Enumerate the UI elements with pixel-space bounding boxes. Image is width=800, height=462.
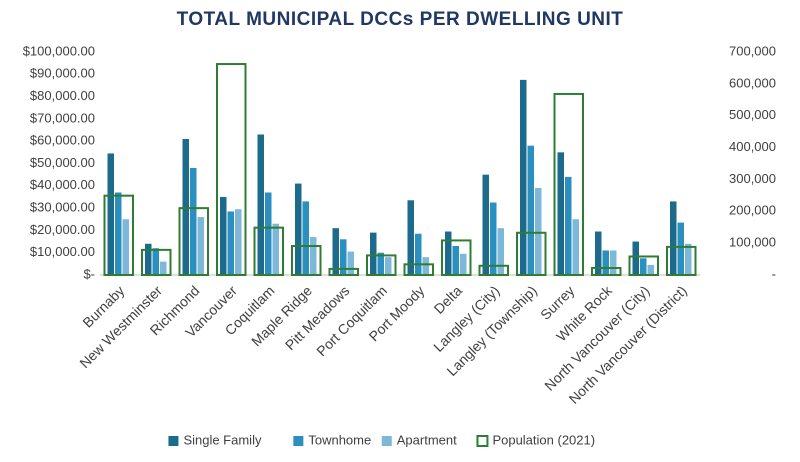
- bar: [115, 192, 122, 275]
- bar: [557, 152, 564, 275]
- population-bar: [366, 254, 397, 276]
- population-bar: [628, 255, 659, 276]
- y2-tick-label: 400,000: [729, 139, 776, 154]
- bar: [482, 174, 489, 275]
- bar: [265, 192, 272, 275]
- bar: [182, 138, 189, 275]
- bar: [595, 231, 602, 275]
- x-tick-label: Delta: [431, 282, 466, 317]
- y-tick-label: $30,000.00: [30, 200, 95, 215]
- bar: [272, 223, 279, 275]
- y-tick-label: $100,000.00: [23, 43, 95, 58]
- bar: [415, 233, 422, 275]
- chart-title: TOTAL MUNICIPAL DCCs PER DWELLING UNIT: [177, 9, 624, 30]
- population-bar: [253, 226, 284, 276]
- bar: [677, 222, 684, 275]
- bar: [197, 217, 204, 275]
- population-bar: [478, 264, 509, 276]
- y2-tick-label: 100,000: [729, 235, 776, 250]
- legend-swatch: [168, 436, 179, 446]
- bar: [332, 228, 339, 275]
- population-bar: [553, 92, 584, 276]
- y2-tick-label: 300,000: [729, 171, 776, 186]
- population-bar: [591, 267, 622, 276]
- bar: [160, 261, 167, 275]
- bar: [445, 231, 452, 275]
- y2-tick-label: 600,000: [729, 75, 776, 90]
- population-bar: [516, 231, 547, 277]
- bar: [602, 250, 609, 275]
- y-tick-label: $60,000.00: [30, 133, 95, 148]
- bar: [347, 251, 354, 275]
- legend-label: Townhome: [308, 432, 371, 447]
- bar: [520, 79, 527, 275]
- bar: [227, 211, 234, 275]
- population-bar: [291, 245, 322, 276]
- y-tick-label: $-: [83, 266, 95, 281]
- y-tick-label: $20,000.00: [30, 222, 95, 237]
- population-bar: [216, 63, 247, 276]
- y-tick-label: $40,000.00: [30, 177, 95, 192]
- y2-tick-label: -: [772, 266, 776, 281]
- bar: [107, 153, 114, 275]
- bar: [295, 183, 302, 275]
- bar: [310, 237, 317, 275]
- y-tick-label: $90,000.00: [30, 66, 95, 81]
- bar: [220, 196, 227, 275]
- bar: [407, 200, 414, 275]
- bar: [527, 145, 534, 275]
- bar: [535, 188, 542, 275]
- population-bar: [441, 239, 472, 276]
- y-tick-label: $50,000.00: [30, 155, 95, 170]
- y-tick-label: $10,000.00: [30, 244, 95, 259]
- bar: [422, 257, 429, 275]
- y2-tick-label: 500,000: [729, 107, 776, 122]
- population-bar: [666, 245, 697, 276]
- population-bar: [328, 267, 359, 276]
- legend-label: Apartment: [397, 432, 457, 447]
- bar: [190, 167, 197, 275]
- legend-swatch: [381, 436, 392, 446]
- legend-label: Single Family: [183, 432, 262, 447]
- bar: [670, 201, 677, 275]
- bar: [610, 250, 617, 275]
- legend-label: Population (2021): [492, 432, 595, 447]
- population-bar: [178, 207, 209, 276]
- population-bar: [141, 248, 172, 277]
- population-bar: [103, 194, 134, 277]
- bar: [490, 202, 497, 275]
- bar: [640, 258, 647, 275]
- bar: [152, 248, 159, 275]
- bar: [497, 228, 504, 275]
- bar: [572, 219, 579, 275]
- legend-swatch: [293, 436, 304, 446]
- bar: [302, 201, 309, 275]
- bar: [145, 243, 152, 275]
- bar: [565, 176, 572, 275]
- bar: [452, 246, 459, 275]
- bar: [460, 253, 467, 275]
- bar: [340, 239, 347, 275]
- population-bar: [403, 263, 434, 276]
- y-tick-label: $70,000.00: [30, 110, 95, 125]
- bar: [377, 252, 384, 275]
- bar: [235, 209, 242, 275]
- bar: [257, 134, 264, 275]
- y2-tick-label: 200,000: [729, 203, 776, 218]
- bar: [685, 243, 692, 275]
- bar: [385, 257, 392, 275]
- legend-swatch: [476, 435, 489, 447]
- bar: [647, 264, 654, 275]
- bar: [122, 219, 129, 275]
- y-tick-label: $80,000.00: [30, 88, 95, 103]
- bar: [370, 232, 377, 275]
- y2-tick-label: 700,000: [729, 43, 776, 58]
- bar: [632, 241, 639, 275]
